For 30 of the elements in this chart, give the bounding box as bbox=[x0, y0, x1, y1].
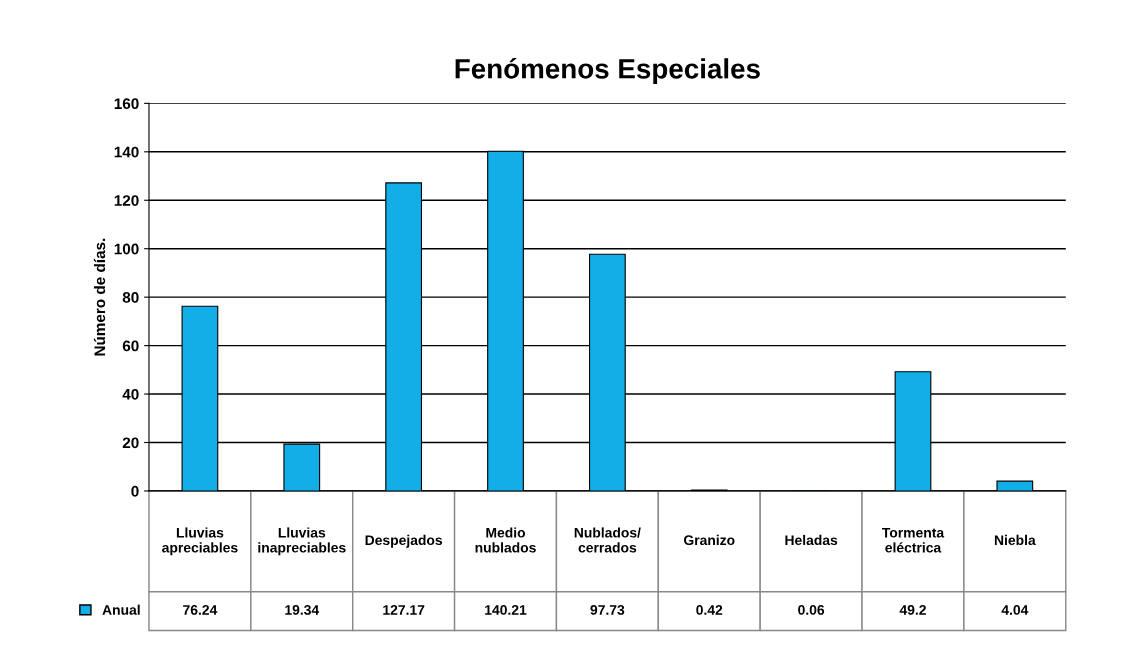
y-tick-label: 40 bbox=[122, 388, 139, 400]
y-tick-label: 100 bbox=[114, 243, 139, 255]
x-tick-label: Lluvias inapreciables bbox=[258, 527, 346, 556]
data-label: 127.17 bbox=[383, 605, 425, 615]
chart-title: Fenómenos Especiales bbox=[455, 57, 760, 85]
data-label: 49.2 bbox=[899, 605, 926, 615]
x-tick-label: Medio nublados bbox=[475, 527, 536, 553]
y-tick-label: 80 bbox=[122, 292, 139, 303]
x-tick-label: Niebla bbox=[994, 534, 1036, 546]
x-tick-label: Heladas bbox=[785, 534, 838, 546]
y-tick-label: 20 bbox=[122, 437, 139, 449]
data-label: 0.06 bbox=[798, 605, 825, 615]
x-tick-label: Tormenta eléctrica bbox=[882, 527, 945, 553]
y-tick-label: 140 bbox=[114, 146, 139, 158]
data-label: 0.42 bbox=[696, 605, 723, 615]
y-tick-label: 60 bbox=[122, 340, 139, 352]
data-label: 97.73 bbox=[590, 605, 625, 615]
data-label: 140.21 bbox=[485, 605, 527, 615]
x-tick-label: Lluvias apreciables bbox=[162, 527, 238, 556]
y-tick-label: 160 bbox=[114, 98, 139, 110]
legend-label: Anual bbox=[102, 604, 140, 615]
y-tick-label: 0 bbox=[131, 485, 139, 497]
x-tick-label: Nublados/cerrados bbox=[574, 527, 641, 553]
data-label: 19.34 bbox=[285, 605, 320, 615]
x-tick-label: Granizo bbox=[683, 534, 735, 546]
data-label: 76.24 bbox=[183, 605, 218, 615]
x-tick-label: Despejados bbox=[365, 534, 443, 548]
y-tick-label: 120 bbox=[114, 195, 139, 206]
y-axis-title: Número de días. bbox=[93, 238, 106, 356]
data-label: 4.04 bbox=[1001, 605, 1029, 615]
